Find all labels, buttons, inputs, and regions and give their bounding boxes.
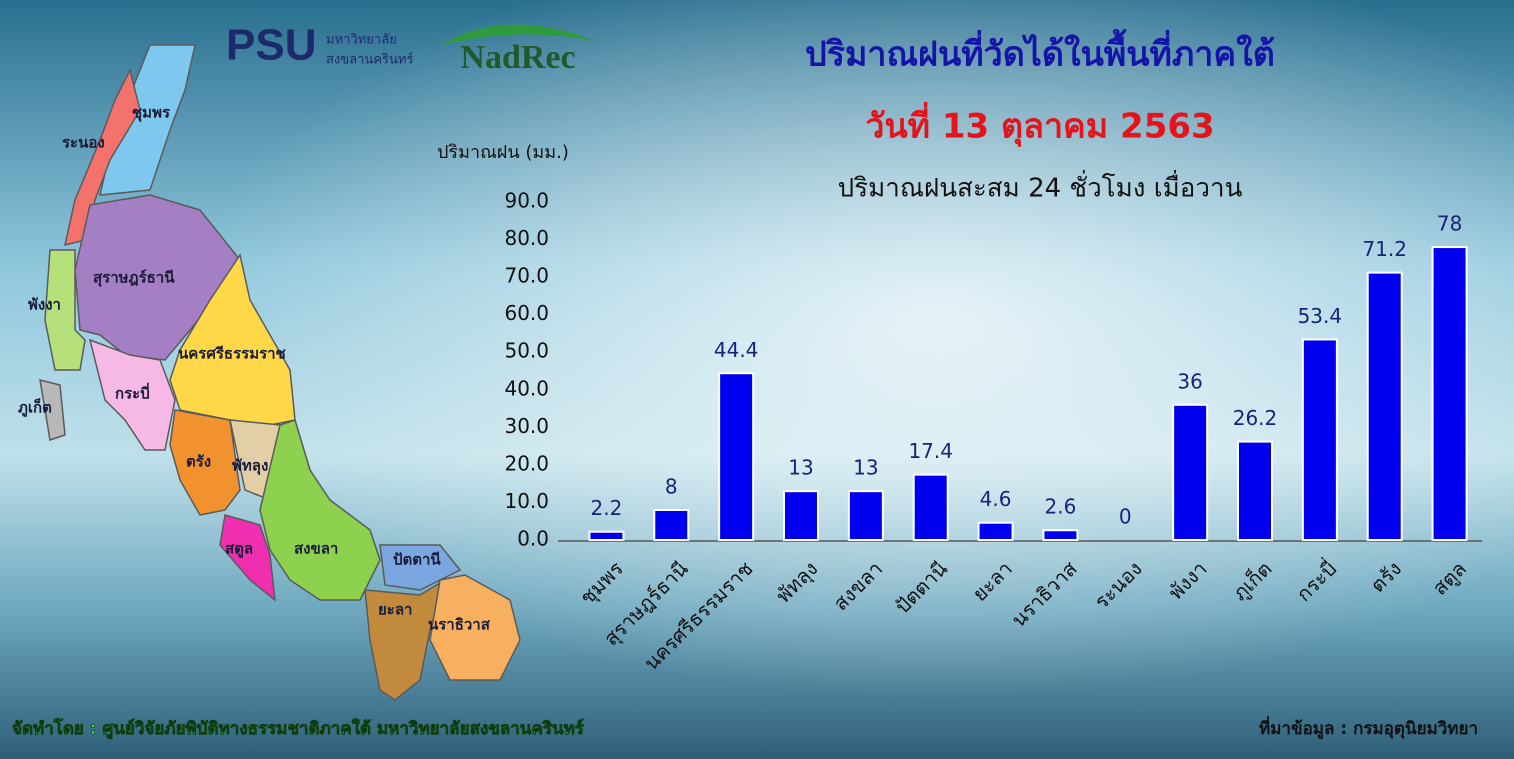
footer-credit: จัดทำโดย : ศูนย์วิจัยภัยพิบัติทางธรรมชาต… [12, 718, 585, 740]
province [429, 574, 521, 681]
data-label: 2.6 [1045, 495, 1077, 519]
y-tick-label: 30.0 [504, 414, 549, 438]
data-label: 36 [1177, 369, 1202, 393]
province [219, 514, 276, 602]
map-label: ปัตตานี [393, 551, 441, 569]
map-label: สุราษฎร์ธานี [93, 269, 175, 288]
bar [653, 508, 690, 542]
y-tick-label: 90.0 [504, 189, 549, 213]
map-label: ตรัง [186, 453, 211, 471]
data-label: 26.2 [1233, 406, 1278, 430]
map-labels: ชุมพร ระนอง สุราษฎร์ธานี พังงา นครศรีธรร… [18, 104, 491, 634]
data-label: 2.2 [591, 496, 623, 520]
y-tick-label: 70.0 [504, 264, 549, 288]
map-label: พัทลุง [232, 457, 268, 476]
map-label: ระนอง [62, 134, 105, 152]
y-tick-label: 50.0 [504, 339, 549, 363]
data-label: 13 [788, 456, 813, 480]
bar [977, 521, 1014, 541]
bar [783, 490, 819, 541]
bar [1366, 271, 1403, 541]
map-label: ภูเก็ต [18, 398, 52, 418]
province [39, 378, 66, 441]
footer-source: ที่มาข้อมูล : กรมอุตุนิยมวิทยา [1259, 716, 1478, 740]
map-label: นครศรีธรรมราช [178, 345, 286, 363]
data-label: 78 [1437, 212, 1462, 236]
university-name: มหาวิทยาลัย [326, 33, 397, 48]
y-tick-label: 0.0 [517, 527, 549, 551]
chart-title: ปริมาณฝนที่วัดได้ในพื้นที่ภาคใต้ [805, 29, 1275, 75]
y-tick-label: 40.0 [504, 376, 549, 400]
y-tick-label: 60.0 [504, 301, 549, 325]
nadrec-logo: NadRec [460, 39, 575, 76]
map-label: ชุมพร [132, 104, 171, 123]
map-label: ยะลา [378, 601, 412, 619]
data-label: 53.4 [1298, 304, 1343, 328]
data-label: 0 [1119, 505, 1132, 529]
bar [1042, 529, 1079, 541]
university-name: สงขลานครินทร์ [326, 52, 413, 68]
province [88, 338, 176, 451]
bar [1431, 246, 1468, 541]
bar [718, 372, 755, 541]
bar [1301, 338, 1338, 541]
data-label: 8 [665, 474, 678, 498]
chart-description: ปริมาณฝนสะสม 24 ชั่วโมง เมื่อวาน [838, 170, 1243, 204]
map-label: สตูล [225, 540, 253, 559]
data-label: 17.4 [908, 439, 953, 463]
bar [588, 530, 625, 542]
chart-subtitle: วันที่ 13 ตุลาคม 2563 [865, 102, 1214, 148]
bar [912, 473, 949, 541]
data-label: 13 [853, 456, 878, 480]
map-label: พังงา [28, 296, 61, 314]
province [169, 409, 241, 516]
nadrec-arc [440, 24, 598, 46]
data-label: 4.6 [980, 487, 1012, 511]
y-tick-label: 20.0 [504, 451, 549, 475]
y-tick-label: 80.0 [504, 226, 549, 250]
province [64, 67, 141, 247]
bar [1172, 403, 1209, 541]
psu-logo: PSU [226, 21, 316, 70]
bar [847, 490, 884, 541]
map-label: กระบี่ [115, 383, 150, 403]
y-axis-label: ปริมาณฝน (มม.) [437, 142, 569, 163]
data-label: 71.2 [1362, 237, 1407, 261]
map-label: นราธิวาส [428, 616, 491, 634]
province [364, 578, 447, 701]
y-tick-label: 10.0 [504, 489, 549, 513]
map [39, 44, 521, 701]
data-label: 44.4 [714, 338, 759, 362]
province [44, 249, 86, 371]
map-label: สงขลา [294, 540, 338, 558]
province [259, 419, 381, 601]
bar [1237, 440, 1273, 541]
